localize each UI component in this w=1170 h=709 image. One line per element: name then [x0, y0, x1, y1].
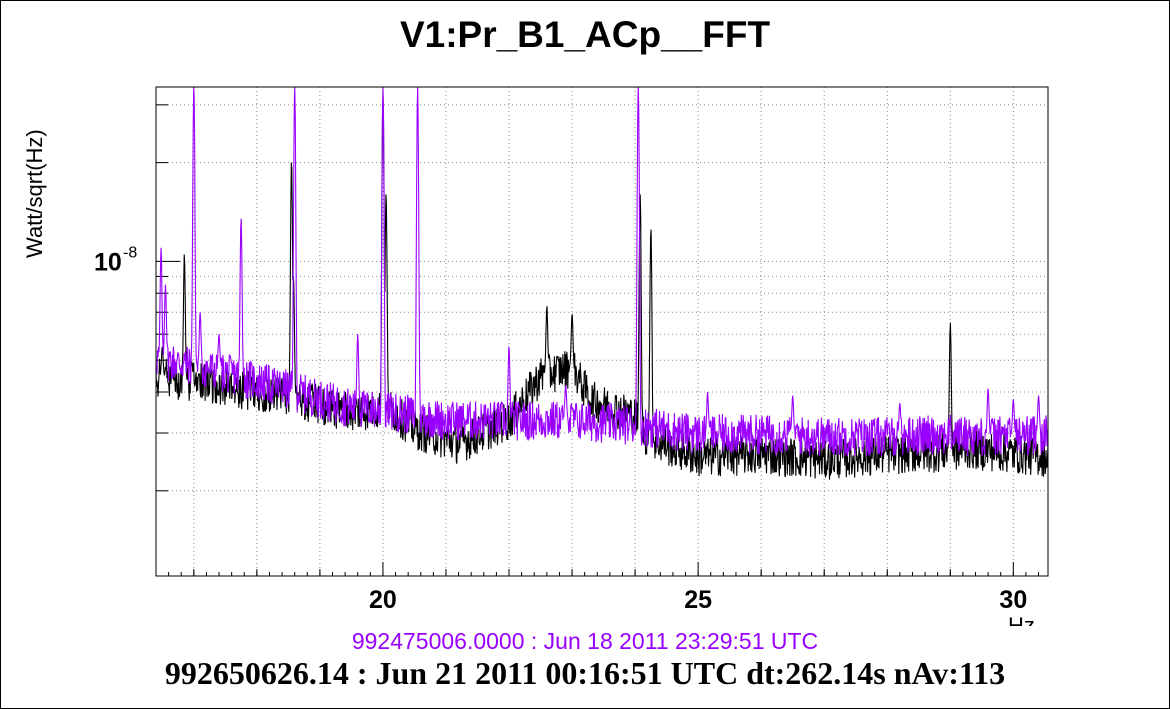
series-line-0: [155, 86, 1049, 457]
x-axis-label: Hz: [1008, 613, 1035, 626]
x-tick-label: 20: [369, 586, 397, 614]
reference-timestamp: 992475006.0000 : Jun 18 2011 23:29:51 UT…: [351, 628, 819, 654]
y-tick-exponent: -8: [123, 244, 137, 261]
y-tick-label: 10: [94, 248, 122, 276]
plot-frame: [155, 86, 1049, 577]
plot-area: [156, 87, 1048, 576]
x-tick-label: 30: [999, 586, 1027, 614]
x-tick-label: 25: [684, 586, 712, 614]
chart-title: V1:Pr_B1_ACp__FFT: [399, 14, 771, 55]
current-timestamp: 992650626.14 : Jun 21 2011 00:16:51 UTC …: [164, 655, 1006, 691]
